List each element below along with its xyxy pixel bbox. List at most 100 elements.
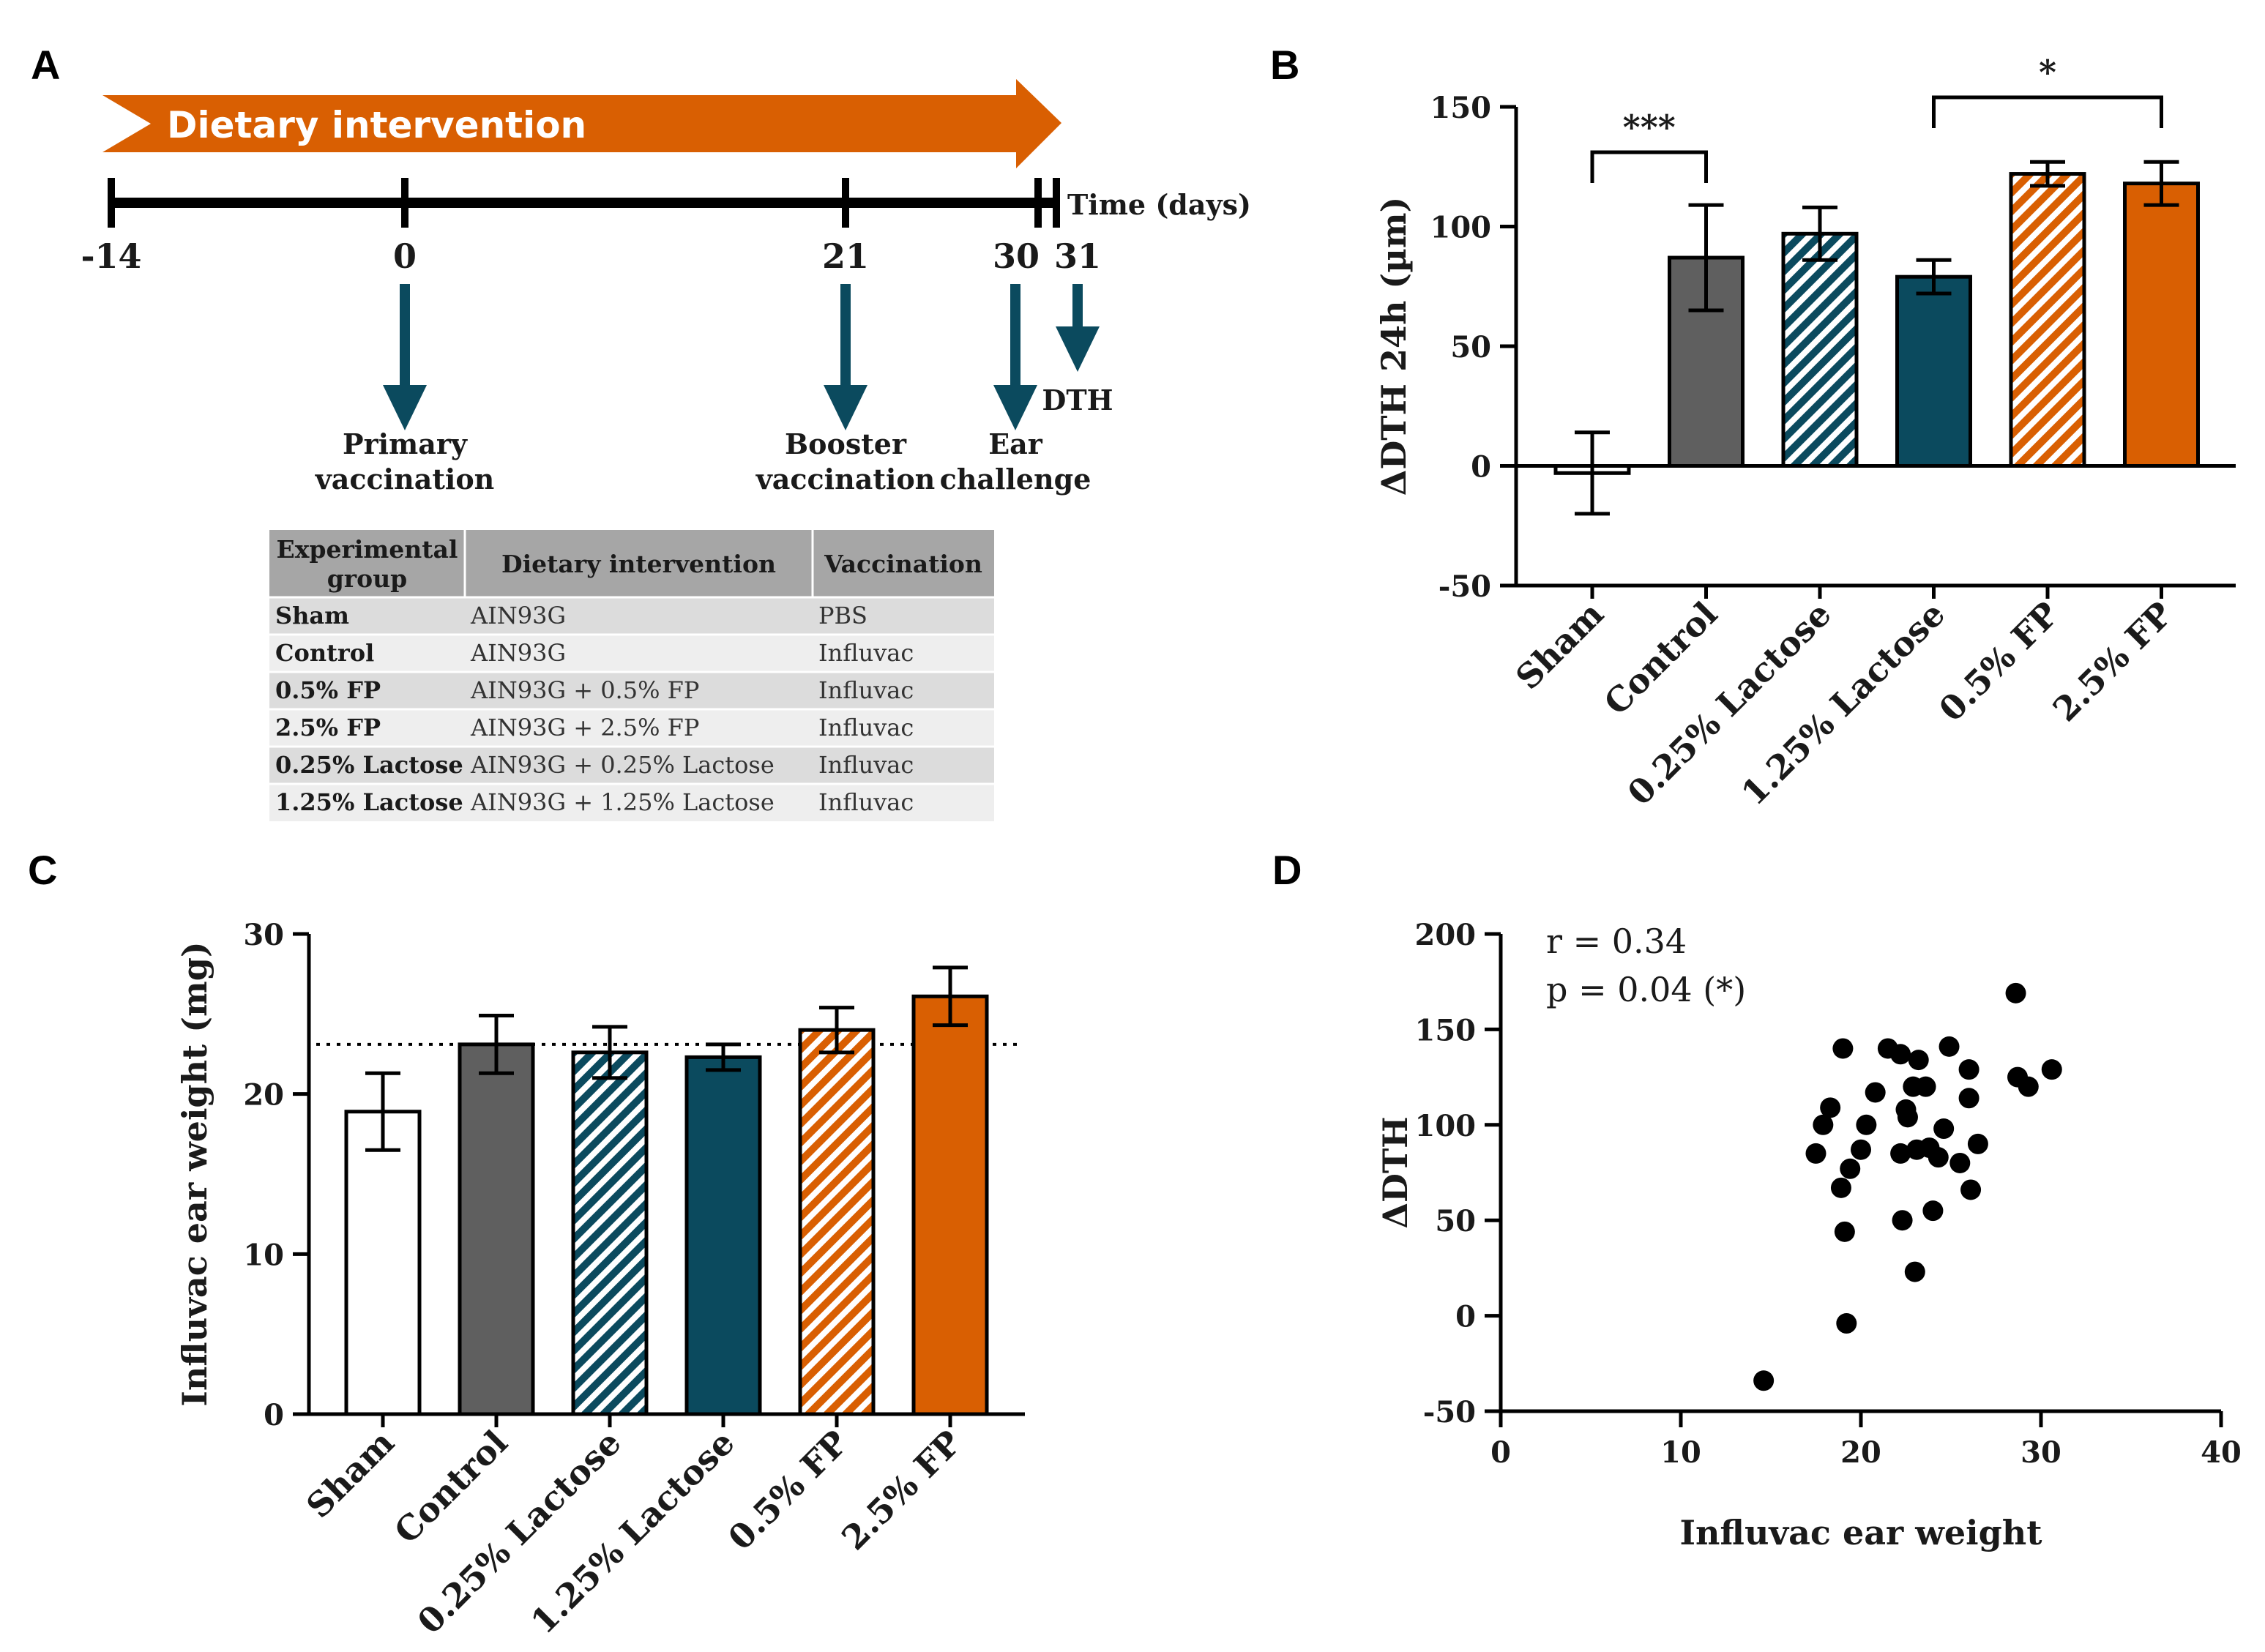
scatter-point (1890, 1044, 1911, 1065)
scatter-point (1834, 1221, 1855, 1242)
scatter-point (2018, 1076, 2039, 1097)
timeline-day-21: 21 (822, 236, 869, 276)
panel-label-c: C (28, 847, 57, 893)
bar-group-0-25-lactose (571, 1025, 649, 1416)
table-cell-group: 1.25% Lactose (275, 788, 463, 816)
table-cell-group: Control (275, 639, 374, 667)
time-axis-label: Time (days) (1067, 188, 1251, 221)
scatter-point (1967, 1133, 1988, 1154)
event-label-line2: vaccination (315, 463, 495, 496)
event-label-line1: DTH (1042, 384, 1113, 416)
table-cell-diet: AIN93G + 1.25% Lactose (470, 788, 775, 816)
event-arrow-head (824, 385, 867, 430)
table-header-bg (269, 530, 994, 597)
y-axis-label: ΔDTH 24h (µm) (1374, 197, 1414, 496)
scatter-point (1840, 1158, 1861, 1179)
event-arrow-dth (1056, 284, 1100, 372)
panel-label-d: D (1272, 847, 1302, 893)
table-cell-group: Sham (275, 602, 349, 629)
scatter-point (2041, 1059, 2062, 1080)
y-tick-label: 0 (264, 1398, 284, 1432)
event-arrow-primary-vaccination (383, 284, 427, 430)
y-tick-label: 0 (1455, 1300, 1476, 1334)
significance-bracket: *** (1590, 108, 1708, 183)
scatter-point (1753, 1370, 1775, 1391)
y-tick-label: 0 (1471, 450, 1491, 485)
table-cell-diet: AIN93G + 0.25% Lactose (470, 751, 775, 779)
table-cell-diet: AIN93G (470, 602, 566, 629)
table-cell-diet: AIN93G + 2.5% FP (470, 714, 699, 741)
y-tick-label: 100 (1430, 211, 1492, 245)
bar-0-25-lactose (1781, 231, 1859, 468)
scatter-point (1928, 1147, 1949, 1168)
scatter-point (1851, 1139, 1871, 1160)
table-row: 0.5% FP AIN93G + 0.5% FP Influvac (269, 670, 994, 709)
timeline-day-31: 31 (1054, 236, 1101, 276)
scatter-point (1958, 1088, 1979, 1109)
y-tick-label: 10 (243, 1238, 284, 1272)
scatter-point (1832, 1038, 1854, 1059)
x-tick-label-1-25-lactose: 1.25% Lactose (523, 1423, 742, 1642)
table-header-vaccination: Vaccination (824, 550, 982, 578)
timeline-day-14: -14 (81, 236, 141, 276)
y-tick-label: -50 (1423, 1395, 1476, 1429)
scatter-point (1856, 1114, 1877, 1135)
y-tick-label: -50 (1439, 569, 1491, 604)
bar-group-0-5-fp (798, 1006, 876, 1416)
significance-line (1590, 150, 1708, 183)
table-row: Control AIN93G Influvac (269, 633, 994, 672)
event-label-line2: challenge (940, 463, 1092, 496)
scatter-point (1820, 1097, 1841, 1118)
bar-group-control (458, 1014, 535, 1416)
y-axis-label: Influvac ear weight (mg) (175, 941, 214, 1406)
bar-group-0-5-fp (2009, 160, 2086, 468)
scatter-point (1813, 1114, 1834, 1135)
table-cell-vaccination: PBS (818, 602, 867, 629)
scatter-point (1949, 1152, 1971, 1173)
scatter-point (1908, 1050, 1929, 1071)
table-header-diet: Dietary intervention (501, 550, 776, 578)
bar-group-2-5-fp (2123, 160, 2200, 468)
panel-label-a: A (31, 42, 60, 88)
timeline-day-30: 30 (993, 236, 1040, 276)
y-tick-label: 50 (1435, 1204, 1476, 1238)
table-cell-vaccination: Influvac (818, 676, 914, 704)
bar-0-5-fp (2009, 172, 2086, 468)
scatter-point (1865, 1082, 1886, 1103)
y-tick-label: 150 (1430, 91, 1492, 125)
table-row-bg (269, 709, 994, 747)
table-row: 0.25% Lactose AIN93G + 0.25% Lactose Influ… (269, 745, 994, 784)
table-cell-vaccination: Influvac (818, 788, 914, 816)
y-axis-label: ΔDTH (1376, 1116, 1415, 1228)
table-cell-group: 2.5% FP (275, 714, 381, 741)
event-arrow-booster-vaccination (824, 284, 867, 430)
table-cell-vaccination: Influvac (818, 751, 914, 779)
x-tick-label-sham: Sham (299, 1423, 402, 1526)
table-row-bg (269, 635, 994, 672)
x-tick-label: 30 (2020, 1435, 2061, 1470)
correlation-p: p = 0.04 (*) (1546, 970, 1746, 1009)
table-cell-vaccination: Influvac (818, 714, 914, 741)
bar-0-25-lactose (571, 1050, 649, 1416)
y-tick-label: 30 (243, 918, 284, 952)
scatter-point (1960, 1179, 1982, 1200)
event-arrow-ear-challenge (993, 284, 1037, 430)
scatter-points (1753, 982, 2062, 1391)
timeline-day-0: 0 (393, 236, 417, 276)
y-tick-label: 20 (243, 1078, 284, 1113)
table-row-bg (269, 747, 994, 784)
scatter-point (1805, 1143, 1826, 1164)
bar-2-5-fp (911, 994, 989, 1416)
table-cell-diet: AIN93G + 0.5% FP (470, 676, 699, 704)
event-arrow-head (993, 385, 1037, 430)
chart-d: -50 0 50 100 150 200 0 10 20 30 40 Influvac ear wei… (1376, 918, 2242, 1552)
event-label-line1: Ear (988, 427, 1043, 460)
significance-line (1932, 95, 2163, 128)
timeline-event-labels: PrimaryvaccinationBoostervaccinationEarc… (315, 384, 1113, 496)
table-cell-group: 0.25% Lactose (275, 751, 463, 779)
table-header-group-line2: group (327, 564, 408, 593)
x-tick-label-sham: Sham (1508, 594, 1611, 698)
